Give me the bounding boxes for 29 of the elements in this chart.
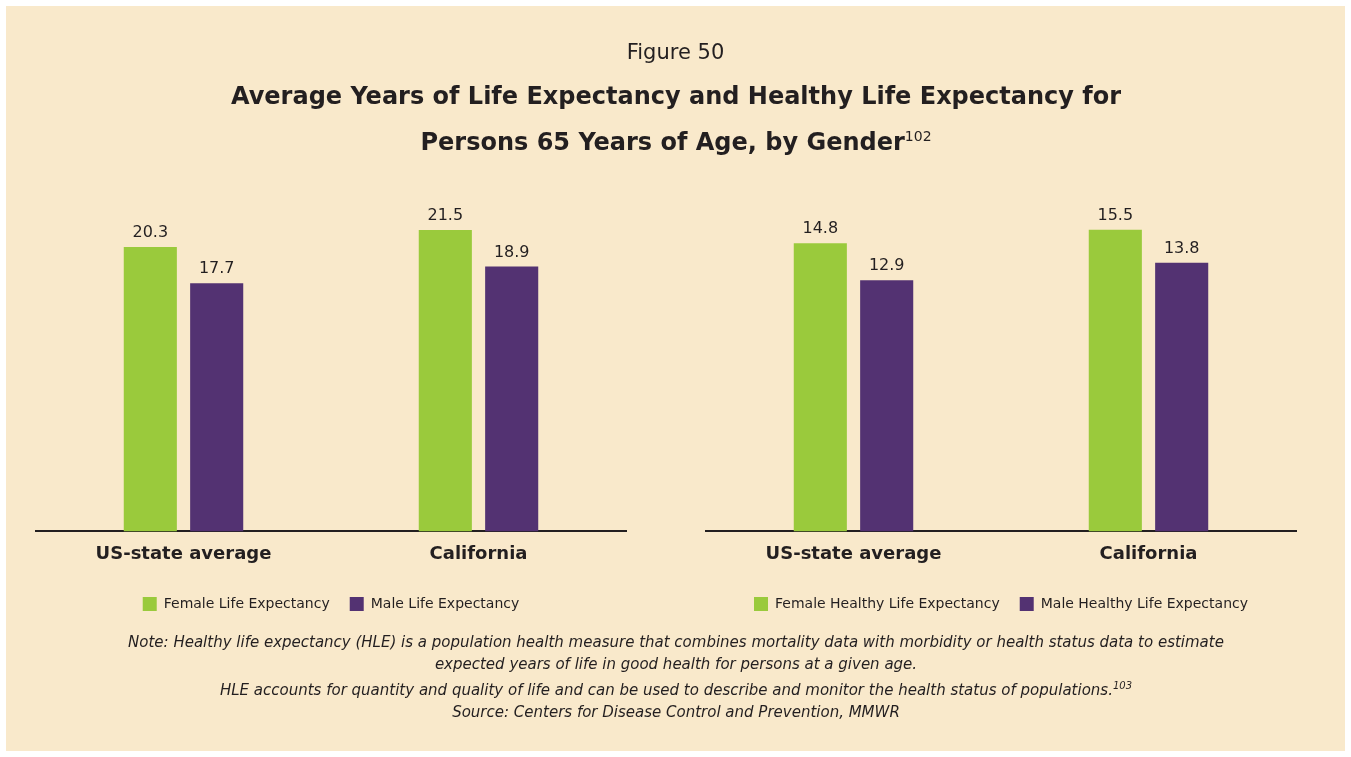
bar	[485, 266, 539, 532]
text: HLE accounts for quantity and quality of life and can be used to describe and monitor the health status of populations.$^{103}$	[218, 679, 1133, 701]
text: Note: Healthy life expectancy (HLE) is a population health measure that combines mortality data with morbidity or health status data to estimate expected years of life in good health for persons at a given age.	[127, 632, 1225, 675]
bar	[418, 230, 472, 532]
text: Average Years of Life Expectancy and Healthy Life Expectancy for Persons 65 Years of Age, by Gender$^{102}$	[229, 81, 1123, 158]
data-label: 17.7	[198, 258, 235, 278]
x-tick-label: US-state average	[95, 541, 272, 563]
data-label: 12.9	[868, 255, 905, 275]
legend-label: Female Healthy Life Expectancy	[775, 594, 1000, 611]
data-label: 20.3	[132, 222, 169, 242]
bar	[123, 246, 177, 532]
legend-label: Male Healthy Life Expectancy	[1040, 594, 1248, 611]
x-tick-label: California	[429, 541, 528, 563]
data-label: 13.8	[1163, 237, 1200, 257]
data-label: 14.8	[802, 218, 839, 238]
bar	[1088, 229, 1142, 532]
source-note: Source: Centers for Disease Control and Prevention, MMWR	[451, 702, 901, 723]
legend-label: Female Life Expectancy	[163, 594, 330, 611]
bar	[860, 280, 914, 532]
data-label: 18.9	[493, 241, 530, 261]
bar	[1155, 262, 1209, 532]
x-tick-label: California	[1099, 541, 1198, 563]
bar	[190, 283, 244, 532]
data-label: 21.5	[427, 205, 464, 225]
text: Figure 50	[625, 40, 726, 64]
bar	[793, 243, 847, 532]
legend-label: Male Life Expectancy	[370, 594, 520, 611]
data-label: 15.5	[1097, 204, 1134, 224]
x-tick-label: US-state average	[765, 541, 942, 563]
